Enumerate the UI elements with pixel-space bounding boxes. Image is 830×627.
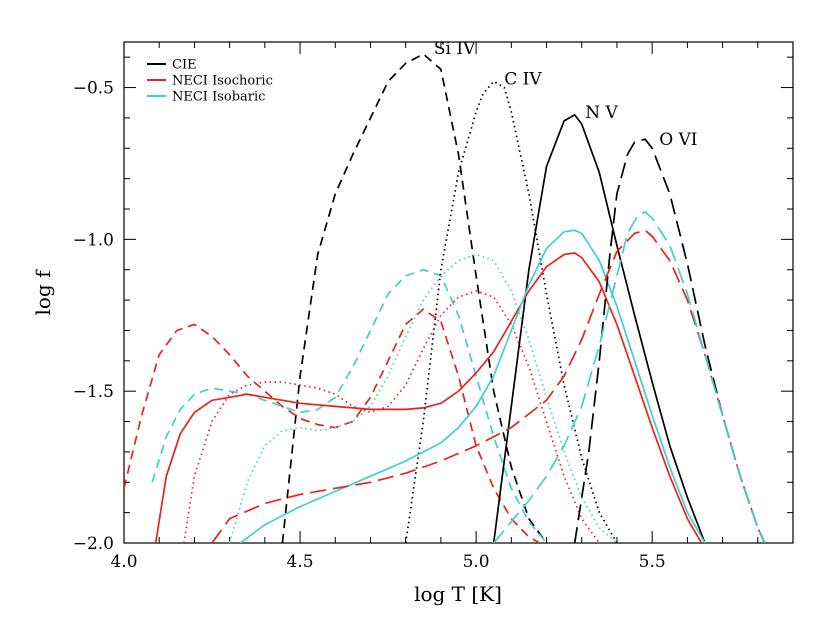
series-line-ovi-neci-isobaric (493, 211, 766, 543)
ion-label: O VI (659, 130, 697, 150)
ion-label: Si IV (434, 39, 476, 59)
ion-label: C IV (504, 69, 542, 89)
series-line-nv-cie (492, 114, 706, 543)
series-line-civ-neci-isochoric (183, 290, 600, 543)
y-tick-label: −0.5 (73, 79, 114, 99)
legend-label: NECI Isochoric (172, 74, 273, 89)
y-axis-label: log f (31, 269, 55, 316)
series-line-siiv-cie (281, 53, 548, 543)
y-tick-label: −2.0 (73, 534, 114, 554)
series-line-nv-neci-isochoric (154, 252, 703, 543)
legend-label: NECI Isobaric (172, 90, 265, 105)
x-tick-label: 4.5 (287, 552, 314, 572)
y-tick-label: −1.0 (73, 230, 114, 250)
series-line-civ-neci-isobaric (228, 253, 618, 543)
series-line-ovi-cie (573, 138, 766, 543)
y-tick-label: −1.5 (73, 382, 114, 402)
x-axis-label: log T [K] (414, 582, 502, 606)
x-tick-label: 4.0 (110, 552, 137, 572)
ion-label: N V (585, 103, 618, 123)
series-line-civ-cie (404, 80, 618, 543)
series-line-ovi-neci-isochoric (211, 229, 766, 543)
x-tick-label: 5.5 (639, 552, 666, 572)
series-line-nv-neci-isobaric (239, 229, 706, 543)
series-line-siiv-neci-isobaric (151, 268, 548, 543)
legend-label: CIE (172, 58, 197, 73)
series-layer (124, 53, 766, 543)
annotation-layer: Si IV C IV N V O VI (434, 39, 698, 150)
x-tick-label: 5.0 (463, 552, 490, 572)
ticks-layer: 4.0 4.5 5.0 5.5 −2.0 −1.5 −1.0 −0.5 (73, 42, 794, 572)
plot-frame (123, 41, 794, 544)
